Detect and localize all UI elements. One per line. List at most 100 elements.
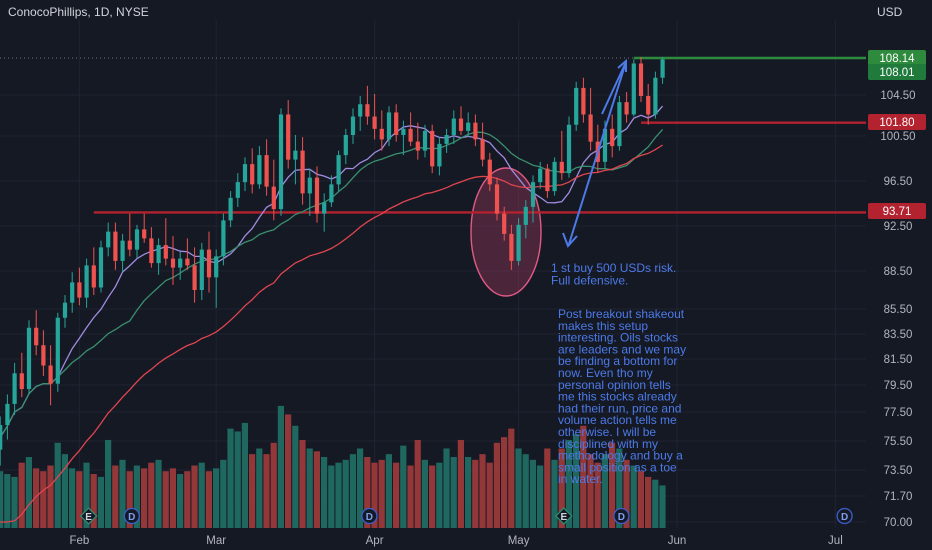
event-marker-label: E <box>560 512 567 523</box>
earnings-marker[interactable]: E <box>554 507 573 525</box>
x-tick-label: Jun <box>668 535 687 547</box>
candle-body <box>12 373 17 404</box>
volume-bar <box>126 471 133 528</box>
volume-bar <box>623 459 630 528</box>
volume-bar <box>198 462 205 528</box>
volume-bar <box>407 465 414 528</box>
candle-body <box>422 130 428 151</box>
volume-bar <box>155 459 162 528</box>
candle-body <box>300 150 305 194</box>
note-line: 1 st buy 500 USDs risk. <box>551 261 676 275</box>
candle-body <box>502 213 507 234</box>
price-label-text: 101.80 <box>879 117 914 129</box>
y-tick-label: 96.50 <box>884 176 913 188</box>
volume-bar <box>213 468 220 528</box>
chart-title: ConocoPhillips, 1D, NYSE <box>8 5 149 19</box>
candle-body <box>437 143 442 167</box>
volume-bar <box>450 457 457 528</box>
candlesticks[interactable] <box>0 57 665 513</box>
volume-bars <box>0 405 666 528</box>
earnings-marker-shape <box>79 507 98 525</box>
y-tick-label: 70.00 <box>884 517 913 529</box>
volume-bar <box>270 442 277 528</box>
volume-bar <box>544 448 551 528</box>
volume-bar <box>616 448 623 528</box>
volume-bar <box>25 457 32 528</box>
volume-bar <box>133 465 140 528</box>
candle-body <box>545 168 550 192</box>
candle-body <box>170 258 176 268</box>
candle-body <box>149 238 154 264</box>
volume-bar <box>61 454 68 528</box>
volume-bar <box>177 474 184 528</box>
note-line: interesting. Oils stocks <box>558 331 678 345</box>
volume-bar <box>306 448 313 528</box>
y-tick-label: 100.50 <box>880 131 915 143</box>
candle-body <box>343 134 348 156</box>
dividend-marker[interactable]: D <box>613 507 630 525</box>
x-tick-label: May <box>508 535 530 547</box>
volume-bar <box>162 471 169 528</box>
annotation-notes[interactable]: 1 st buy 500 USDs risk. Full defensive. Po… <box>551 261 686 486</box>
earnings-marker[interactable]: E <box>79 507 98 525</box>
dividend-marker[interactable]: D <box>361 507 378 525</box>
moving-averages <box>0 105 664 523</box>
note-line: personal opinion tells <box>558 378 671 392</box>
candle-body <box>221 220 226 257</box>
candle-body <box>70 282 75 303</box>
candle-body <box>617 102 622 147</box>
moving-average-line-3 <box>0 144 663 523</box>
candle-body <box>293 150 298 160</box>
volume-bar <box>33 468 40 528</box>
volume-bar <box>378 459 385 528</box>
horizontal-levels[interactable] <box>93 56 866 214</box>
candle-body <box>163 245 168 259</box>
candle-body <box>91 265 96 288</box>
volume-bar <box>493 442 500 528</box>
analysis-note-text: Post breakout shakeout makes this setup in… <box>558 307 686 486</box>
buy-note-text: 1 st buy 500 USDs risk. Full defensive. <box>551 261 676 288</box>
y-tick-label: 71.70 <box>884 491 913 503</box>
dividend-marker[interactable]: D <box>836 507 853 525</box>
candle-body <box>574 87 579 125</box>
volume-bar <box>659 485 666 528</box>
volume-bar <box>249 454 256 528</box>
volume-bar <box>465 457 472 528</box>
price-labels: 108.14 108.01 101.80 93.71 <box>868 50 926 219</box>
note-line: Full defensive. <box>551 274 628 288</box>
candle-body <box>509 233 514 261</box>
candle-body <box>192 265 197 290</box>
volume-bar <box>184 471 191 528</box>
price-axis[interactable]: 70.00 71.70 73.50 75.50 77.50 79.50 81.50 83.50… <box>880 90 915 529</box>
candle-body <box>660 59 665 78</box>
time-axis[interactable]: Feb Mar Apr May Jun Jul <box>69 535 842 547</box>
candle-body <box>5 403 10 426</box>
volume-bar <box>364 457 371 528</box>
note-line: otherwise. I will be <box>558 425 656 439</box>
candle-body <box>394 112 399 135</box>
note-line: in water. <box>558 472 603 486</box>
volume-bar <box>609 442 616 528</box>
y-tick-label: 83.50 <box>884 329 913 341</box>
volume-bar <box>83 462 90 528</box>
price-label-box <box>868 64 926 80</box>
event-marker-label: E <box>85 512 92 523</box>
annotation-arrows[interactable] <box>562 58 627 248</box>
volume-bar <box>285 414 292 528</box>
x-tick-label: Feb <box>69 535 89 547</box>
candle-body <box>516 224 521 261</box>
candle-body <box>566 124 572 174</box>
dividend-marker[interactable]: D <box>123 507 140 525</box>
candle-body <box>156 245 161 264</box>
note-line: disciplined with my <box>558 437 658 451</box>
volume-bar <box>299 439 306 528</box>
dividend-marker-shape <box>361 507 378 525</box>
volume-bar <box>119 459 126 528</box>
volume-bar <box>457 439 464 528</box>
candle-body <box>214 256 219 278</box>
volume-bar <box>565 439 572 528</box>
volume-bar <box>522 454 529 528</box>
volume-bar <box>241 422 248 528</box>
